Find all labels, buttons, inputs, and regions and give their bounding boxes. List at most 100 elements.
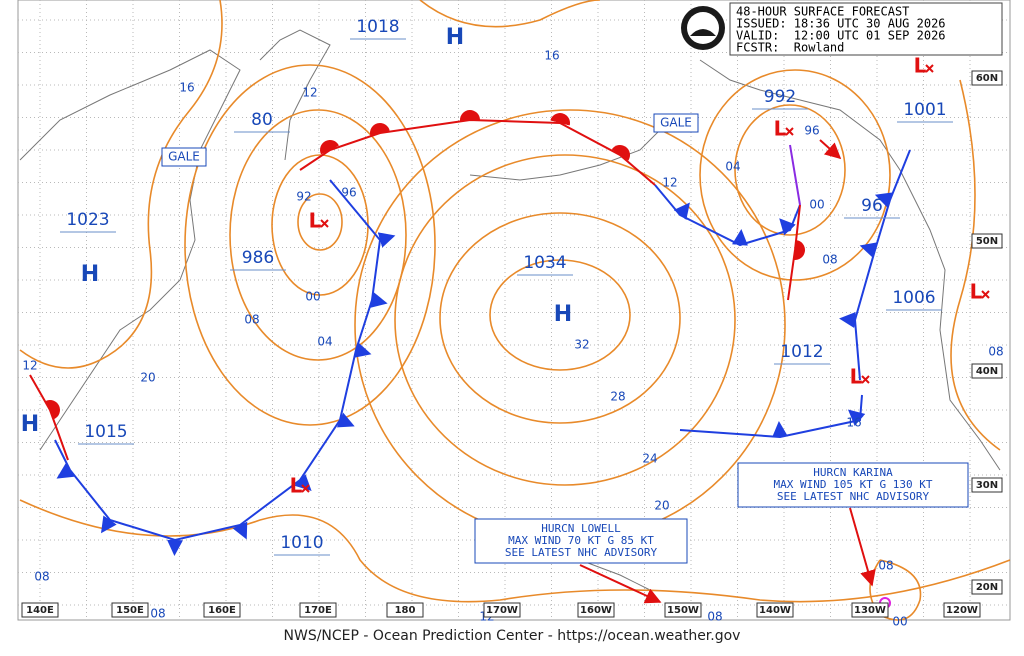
low-marker: L — [290, 474, 303, 498]
hurricane-note: SEE LATEST NHC ADVISORY — [777, 490, 930, 503]
longitude-box — [851, 602, 889, 618]
longitude-box — [577, 602, 615, 618]
fronts — [29, 110, 911, 604]
high-marker: H — [446, 25, 464, 50]
hurricane-box — [737, 462, 969, 508]
latitude-label: 30N — [976, 480, 998, 491]
hurricane-note: SEE LATEST NHC ADVISORY — [505, 546, 658, 559]
pressure-label: 1012 — [780, 342, 823, 362]
longitude-label: 150E — [116, 605, 144, 616]
low-marker: L — [850, 365, 863, 389]
isobar-label: 08 — [34, 570, 49, 584]
isobar-label: 16 — [846, 416, 861, 430]
longitude-box — [483, 602, 521, 618]
pressure-label: 80 — [251, 110, 273, 130]
hurricane-box — [474, 518, 688, 564]
low-center-x — [785, 127, 794, 136]
longitude-label: 120W — [946, 605, 978, 616]
longitude-box — [203, 602, 241, 618]
isobar-label: 12 — [662, 176, 677, 190]
isobar-label: 08 — [878, 559, 893, 573]
longitude-label: 180 — [395, 605, 416, 616]
isobar-label: 00 — [305, 290, 320, 304]
isobar-label: 08 — [150, 607, 165, 621]
high-marker: H — [21, 412, 39, 437]
low-marker: L — [970, 280, 983, 304]
noaa-header: 48-HOUR SURFACE FORECAST ISSUED: 18:36 U… — [681, 2, 1003, 56]
pressure-label: 986 — [242, 248, 274, 268]
longitude-label: 140E — [26, 605, 54, 616]
low-center-x — [301, 484, 310, 493]
isobar-label: 08 — [822, 253, 837, 267]
hurricane-name: HURCN KARINA — [813, 466, 893, 479]
isobar-label: 12 — [22, 359, 37, 373]
pressure-label: 1034 — [523, 253, 566, 273]
latitude-label: 60N — [976, 73, 998, 84]
low-center-x — [861, 375, 870, 384]
longitude-label: 130W — [854, 605, 886, 616]
low-center-x — [981, 290, 990, 299]
latitude-box — [971, 70, 1003, 86]
isobar-label: 08 — [988, 345, 1003, 359]
isobar-label: 08 — [707, 610, 722, 624]
pressure-label: 1001 — [903, 100, 946, 120]
pressure-label: 96 — [861, 196, 883, 216]
latitude-box — [971, 233, 1003, 249]
pressure-label: 1006 — [892, 288, 935, 308]
pressure-label: 1023 — [66, 210, 109, 230]
low-marker: L — [774, 117, 787, 141]
header-title: 48-HOUR SURFACE FORECAST — [736, 5, 909, 19]
longitude-label: 170E — [304, 605, 332, 616]
hurricane-wind: MAX WIND 70 KT G 85 KT — [508, 534, 654, 547]
hurricane-name: HURCN LOWELL — [541, 522, 621, 535]
longitude-box — [756, 602, 794, 618]
longitude-box — [664, 602, 702, 618]
latitude-label: 40N — [976, 366, 998, 377]
isobar-label: 24 — [642, 452, 657, 466]
longitude-label: 140W — [759, 605, 791, 616]
pressure-label: 1010 — [280, 533, 323, 553]
longitude-label: 160W — [580, 605, 612, 616]
isobar-label: 00 — [809, 198, 824, 212]
longitude-box — [386, 602, 424, 618]
header-forecaster: FCSTR: Rowland — [736, 41, 844, 55]
longitude-box — [299, 602, 337, 618]
isobar-label: 32 — [574, 338, 589, 352]
low-marker: L — [309, 209, 322, 233]
isobar-label: 16 — [544, 49, 559, 63]
latitude-box — [971, 363, 1003, 379]
longitude-box — [111, 602, 149, 618]
footer: NWS/NCEP - Ocean Prediction Center - htt… — [284, 628, 741, 644]
isobar-label: 96 — [341, 186, 356, 200]
isobar-label: 04 — [725, 160, 740, 174]
longitude-label: 170W — [486, 605, 518, 616]
latitude-label: 20N — [976, 582, 998, 593]
isobar-label: 04 — [317, 335, 332, 349]
pressure-label: 992 — [764, 87, 796, 107]
gale-label: GALE — [660, 116, 692, 130]
isobar-label: 08 — [244, 313, 259, 327]
gale-box — [161, 147, 207, 167]
pressure-label: 1018 — [356, 17, 399, 37]
isobar-label: 20 — [140, 371, 155, 385]
latitude-box — [971, 477, 1003, 493]
high-marker: H — [554, 302, 572, 327]
latitude-box — [971, 579, 1003, 595]
header-valid: VALID: 12:00 UTC 01 SEP 2026 — [736, 29, 946, 43]
high-marker: H — [81, 262, 99, 287]
gale-label: GALE — [168, 150, 200, 164]
low-marker: L — [914, 54, 927, 78]
low-center-x — [925, 64, 934, 73]
low-center-x — [320, 219, 329, 228]
header-issued: ISSUED: 18:36 UTC 30 AUG 2026 — [736, 17, 946, 31]
longitude-label: 160E — [208, 605, 236, 616]
gale-box — [653, 113, 699, 133]
isobar-label: 00 — [892, 615, 907, 629]
isobar-label: 12 — [302, 86, 317, 100]
longitude-box — [21, 602, 59, 618]
isobar-label: 20 — [654, 499, 669, 513]
pressure-label: 1015 — [84, 422, 127, 442]
isobar-label: 96 — [804, 124, 819, 138]
isobar-label: 16 — [179, 81, 194, 95]
latitude-label: 50N — [976, 236, 998, 247]
